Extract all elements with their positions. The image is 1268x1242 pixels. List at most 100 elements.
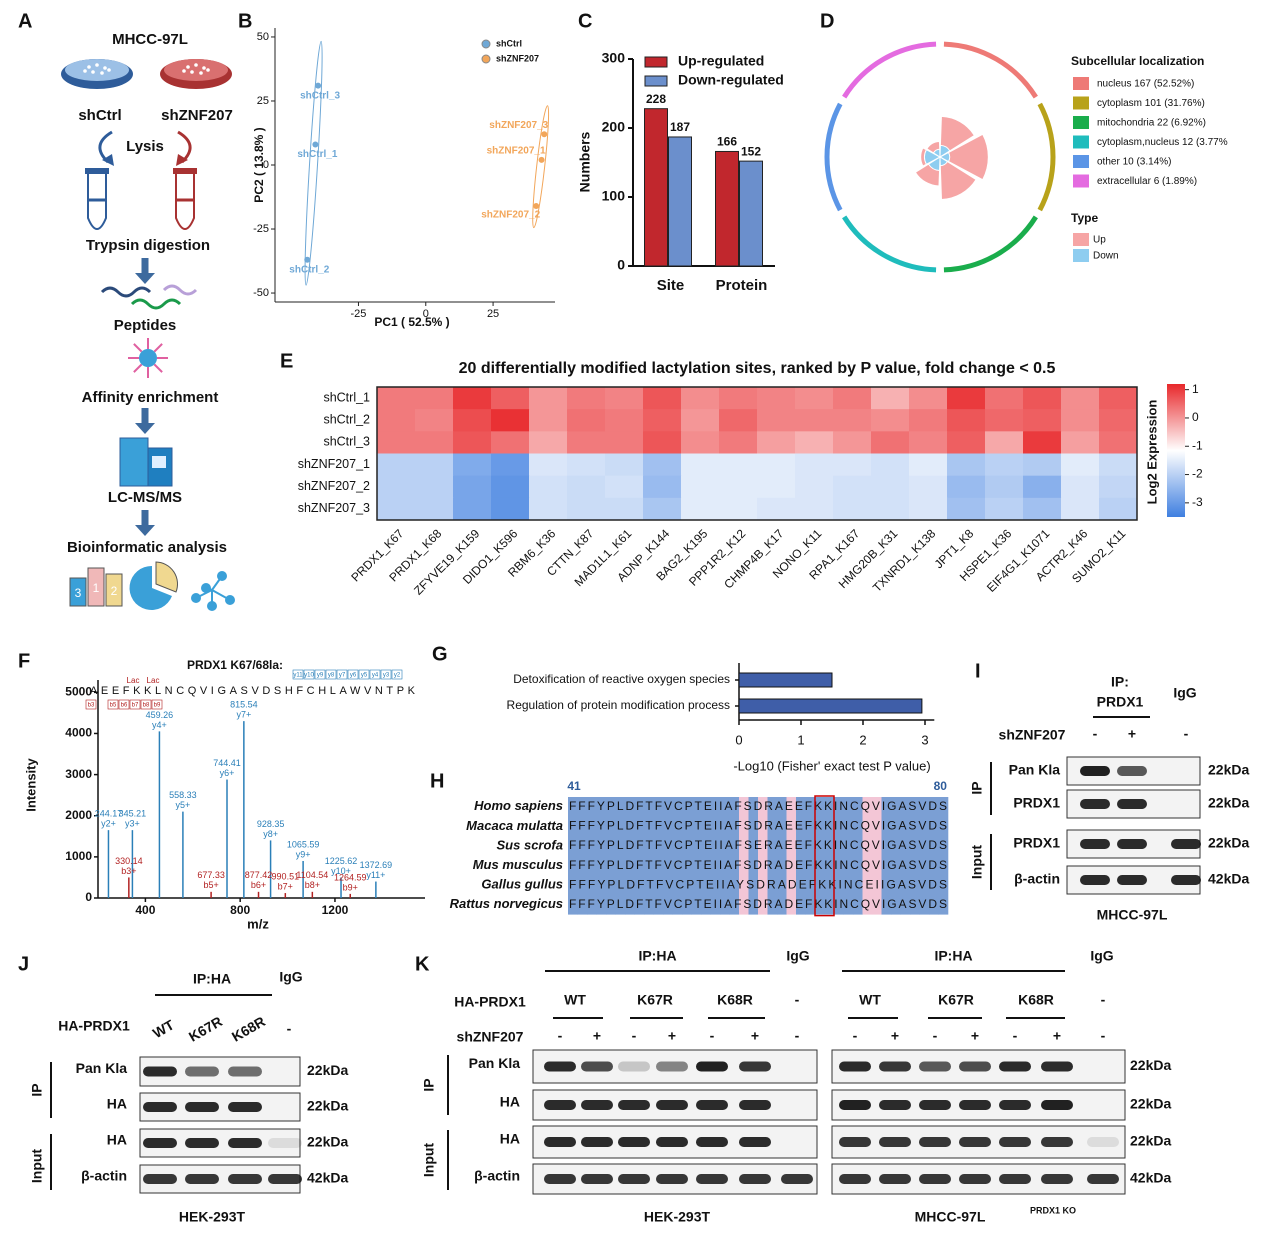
- heat-cell: [491, 497, 530, 521]
- legend-label: cytoplasm 101 (31.76%): [1097, 98, 1205, 109]
- heat-cell: [1061, 409, 1100, 432]
- heat-cell: [605, 475, 644, 499]
- band: [185, 1174, 219, 1184]
- x-axis-label: -Log10 (Fisher' exact test P value): [733, 758, 930, 773]
- heatmap-border: [376, 386, 1138, 521]
- alignment-column: [824, 797, 835, 915]
- peak-label: 459.26: [146, 710, 174, 720]
- position-label: 41: [567, 779, 581, 793]
- ion-tag-box: [118, 699, 130, 710]
- heat-cell: [681, 431, 720, 454]
- arrow-head: [102, 154, 114, 166]
- construct: K68R: [1018, 992, 1054, 1008]
- peak-label: 345.21: [119, 809, 147, 819]
- heat-cell: [643, 409, 682, 432]
- band: [618, 1174, 650, 1184]
- ion-label: y10+: [331, 866, 351, 876]
- point-label: shCtrl_1: [297, 149, 337, 160]
- row-label: PRDX1: [1013, 835, 1060, 851]
- band: [544, 1174, 576, 1184]
- panel-label: G: [432, 643, 448, 665]
- y-tick-label: 0: [617, 257, 625, 273]
- heat-cell: [681, 387, 720, 410]
- heat-cell: [567, 475, 606, 499]
- section-label: Input: [969, 845, 985, 880]
- heat-cell: [719, 431, 758, 454]
- heat-cell: [909, 387, 948, 410]
- species-label: Macaca mulatta: [466, 818, 563, 833]
- construct: WT: [564, 992, 586, 1008]
- band: [781, 1174, 813, 1184]
- size-label: 42kDa: [1130, 1170, 1171, 1186]
- ion-label: y5+: [176, 800, 191, 810]
- heat-cell: [947, 497, 986, 521]
- x-tick-label: 800: [230, 903, 250, 917]
- heat-cell: [567, 453, 606, 477]
- heat-cell: [377, 387, 416, 410]
- ring-segment: [943, 41, 1038, 99]
- heat-cell: [947, 409, 986, 432]
- sequence: FFFYPLDFTFVCPTEIIAFSDRADEFKKINCQVIGASVDS: [569, 858, 947, 872]
- ion-tag: b5: [110, 703, 117, 709]
- heat-cell: [1099, 409, 1138, 432]
- ion-label: b7+: [278, 881, 293, 891]
- heat-cell: [719, 453, 758, 477]
- legend-swatch: [1073, 77, 1089, 90]
- igg-label: IgG: [1173, 685, 1196, 701]
- category-label: Regulation of protein modification proce…: [507, 698, 730, 712]
- y-tick-label: 0: [85, 890, 92, 904]
- ion-tag-box: [336, 669, 348, 680]
- heat-cell: [909, 453, 948, 477]
- band: [143, 1174, 177, 1184]
- heat-cell: [529, 497, 568, 521]
- colorbar-tick-label: 0: [1192, 410, 1199, 424]
- step-label: Bioinformatic analysis: [67, 539, 227, 556]
- legend-label: Down-regulated: [678, 72, 784, 88]
- point: [541, 131, 548, 138]
- heat-cell: [795, 431, 834, 454]
- legend-swatch: [1073, 135, 1089, 149]
- row-label: shCtrl_3: [323, 435, 370, 449]
- x-tick-label: Site: [657, 277, 685, 294]
- band: [1041, 1100, 1073, 1110]
- alignment-column: [891, 797, 901, 915]
- condition: -: [558, 1028, 563, 1044]
- row-label: HA: [500, 1094, 520, 1110]
- ip-label: IP:HA: [934, 948, 972, 964]
- petal: [927, 156, 941, 172]
- colorbar-tick-label: -2: [1192, 467, 1203, 481]
- heat-cell: [757, 409, 796, 432]
- band: [228, 1102, 262, 1112]
- alignment-column: [834, 797, 844, 915]
- ion-tag: y9: [317, 673, 324, 679]
- tube-cap: [85, 168, 109, 174]
- x-tick-label: Protein: [716, 277, 768, 294]
- petal: [932, 148, 941, 158]
- alignment-column: [796, 797, 806, 915]
- heat-cell: [719, 387, 758, 410]
- alignment-column: [900, 797, 911, 915]
- heat-cell: [643, 453, 682, 477]
- bar: [644, 108, 668, 267]
- heat-cell: [529, 387, 568, 410]
- alignment-column: [843, 797, 854, 915]
- bead-arm: [153, 363, 163, 373]
- band: [268, 1138, 302, 1148]
- ion-label: y7+: [236, 710, 251, 720]
- peak-label: 677.33: [197, 870, 225, 880]
- ion-tag-box: [292, 669, 304, 680]
- cell-line: HEK-293T: [644, 1209, 711, 1225]
- construct-label: HA-PRDX1: [58, 1018, 130, 1034]
- heat-cell: [453, 431, 492, 454]
- cell-dot: [100, 71, 104, 75]
- row-label: Pan Kla: [469, 1055, 521, 1071]
- heat-cell: [795, 387, 834, 410]
- ion-tag-box: [325, 669, 337, 680]
- instrument-screen: [152, 456, 166, 468]
- icon-digit: 1: [93, 581, 100, 595]
- ring-segment: [842, 41, 937, 99]
- heat-cell: [719, 409, 758, 432]
- point-label: shCtrl_3: [300, 90, 340, 101]
- band: [581, 1100, 613, 1110]
